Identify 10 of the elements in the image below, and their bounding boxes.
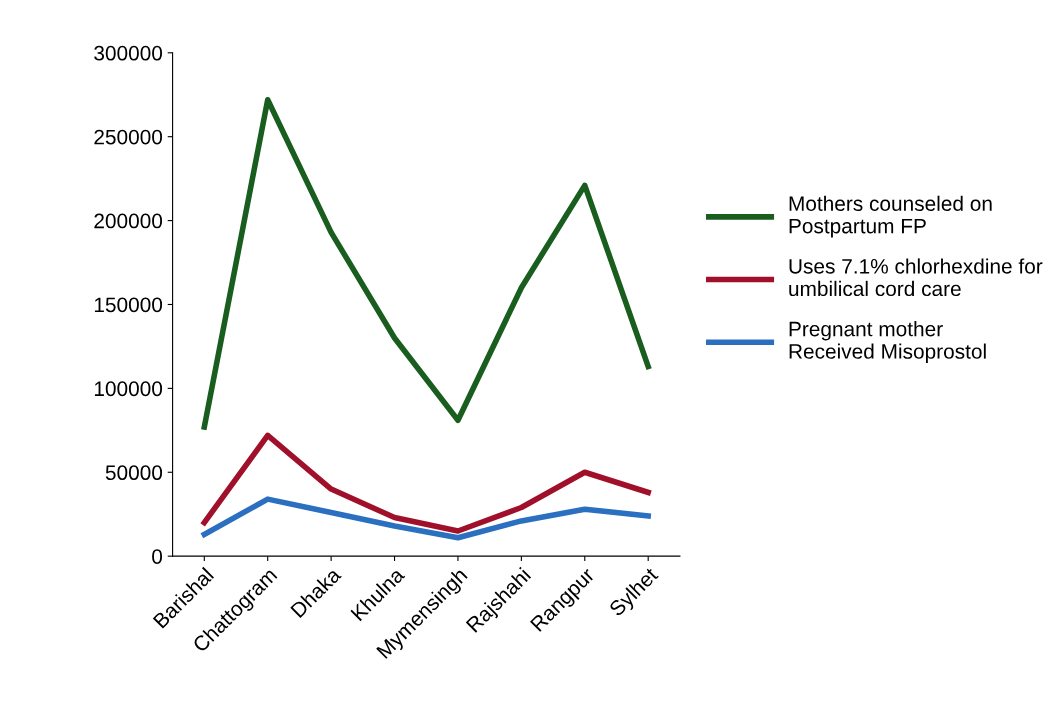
- y-tick-label: 200000: [94, 213, 163, 229]
- y-tick-label: 250000: [94, 129, 163, 145]
- y-tick-label: 150000: [94, 297, 163, 313]
- y-tick-label: 50000: [105, 465, 163, 481]
- y-tick-label: 300000: [94, 45, 163, 61]
- legend-label: Uses 7.1% chlorhexdine for umbilical cord care: [789, 258, 1043, 297]
- legend-label: Pregnant mother Received Misoprostol: [789, 321, 986, 363]
- legend-label: Mothers counseled on Postpartum FP: [789, 195, 992, 238]
- y-tick-label: 100000: [94, 381, 163, 397]
- y-tick-label: 0: [152, 549, 163, 564]
